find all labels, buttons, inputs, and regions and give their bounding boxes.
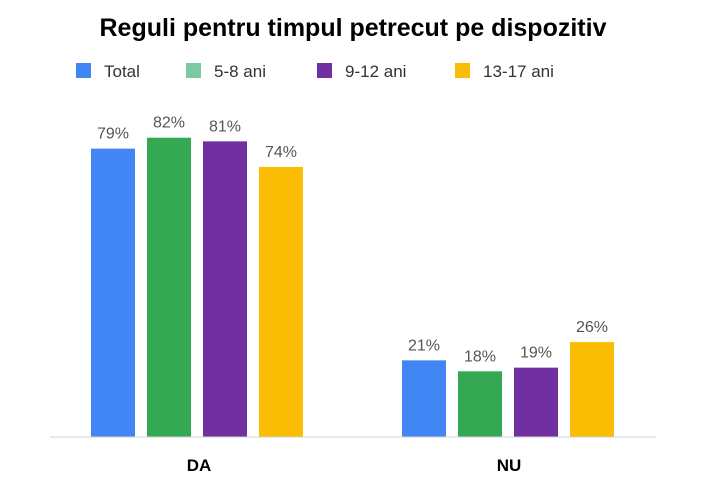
bar-da-series-2: [147, 137, 191, 437]
value-label-nu-series-1: 21%: [408, 337, 440, 354]
bar-da-series-1: [91, 148, 135, 437]
bars-group: [91, 137, 614, 437]
bar-nu-series-1: [402, 360, 446, 437]
value-label-da-series-4: 74%: [265, 144, 297, 161]
legend-label-3: 9-12 ani: [345, 62, 406, 81]
category-labels-group: DA NU: [187, 456, 522, 475]
bar-nu-series-3: [514, 367, 558, 437]
bar-da-series-3: [203, 141, 247, 437]
value-label-nu-series-4: 26%: [576, 319, 608, 336]
value-labels-group: 79% 82% 81% 74% 21% 18% 19% 26%: [97, 115, 608, 366]
legend-swatch-1: [76, 63, 91, 78]
bar-nu-series-2: [458, 371, 502, 437]
bar-da-series-4: [259, 166, 303, 437]
value-label-da-series-3: 81%: [209, 118, 241, 135]
bar-nu-series-4: [570, 342, 614, 437]
value-label-nu-series-2: 18%: [464, 348, 496, 365]
legend: Total 5-8 ani 9-12 ani 13-17 ani: [76, 62, 554, 81]
category-label-nu: NU: [497, 456, 522, 475]
value-label-da-series-1: 79%: [97, 126, 129, 143]
legend-label-4: 13-17 ani: [483, 62, 554, 81]
chart-title: Reguli pentru timpul petrecut pe dispozi…: [100, 14, 607, 42]
value-label-da-series-2: 82%: [153, 115, 185, 132]
legend-label-1: Total: [104, 62, 140, 81]
legend-swatch-2: [186, 63, 201, 78]
legend-swatch-4: [455, 63, 470, 78]
legend-label-2: 5-8 ani: [214, 62, 266, 81]
category-label-da: DA: [187, 456, 212, 475]
value-label-nu-series-3: 19%: [520, 345, 552, 362]
legend-swatch-3: [317, 63, 332, 78]
